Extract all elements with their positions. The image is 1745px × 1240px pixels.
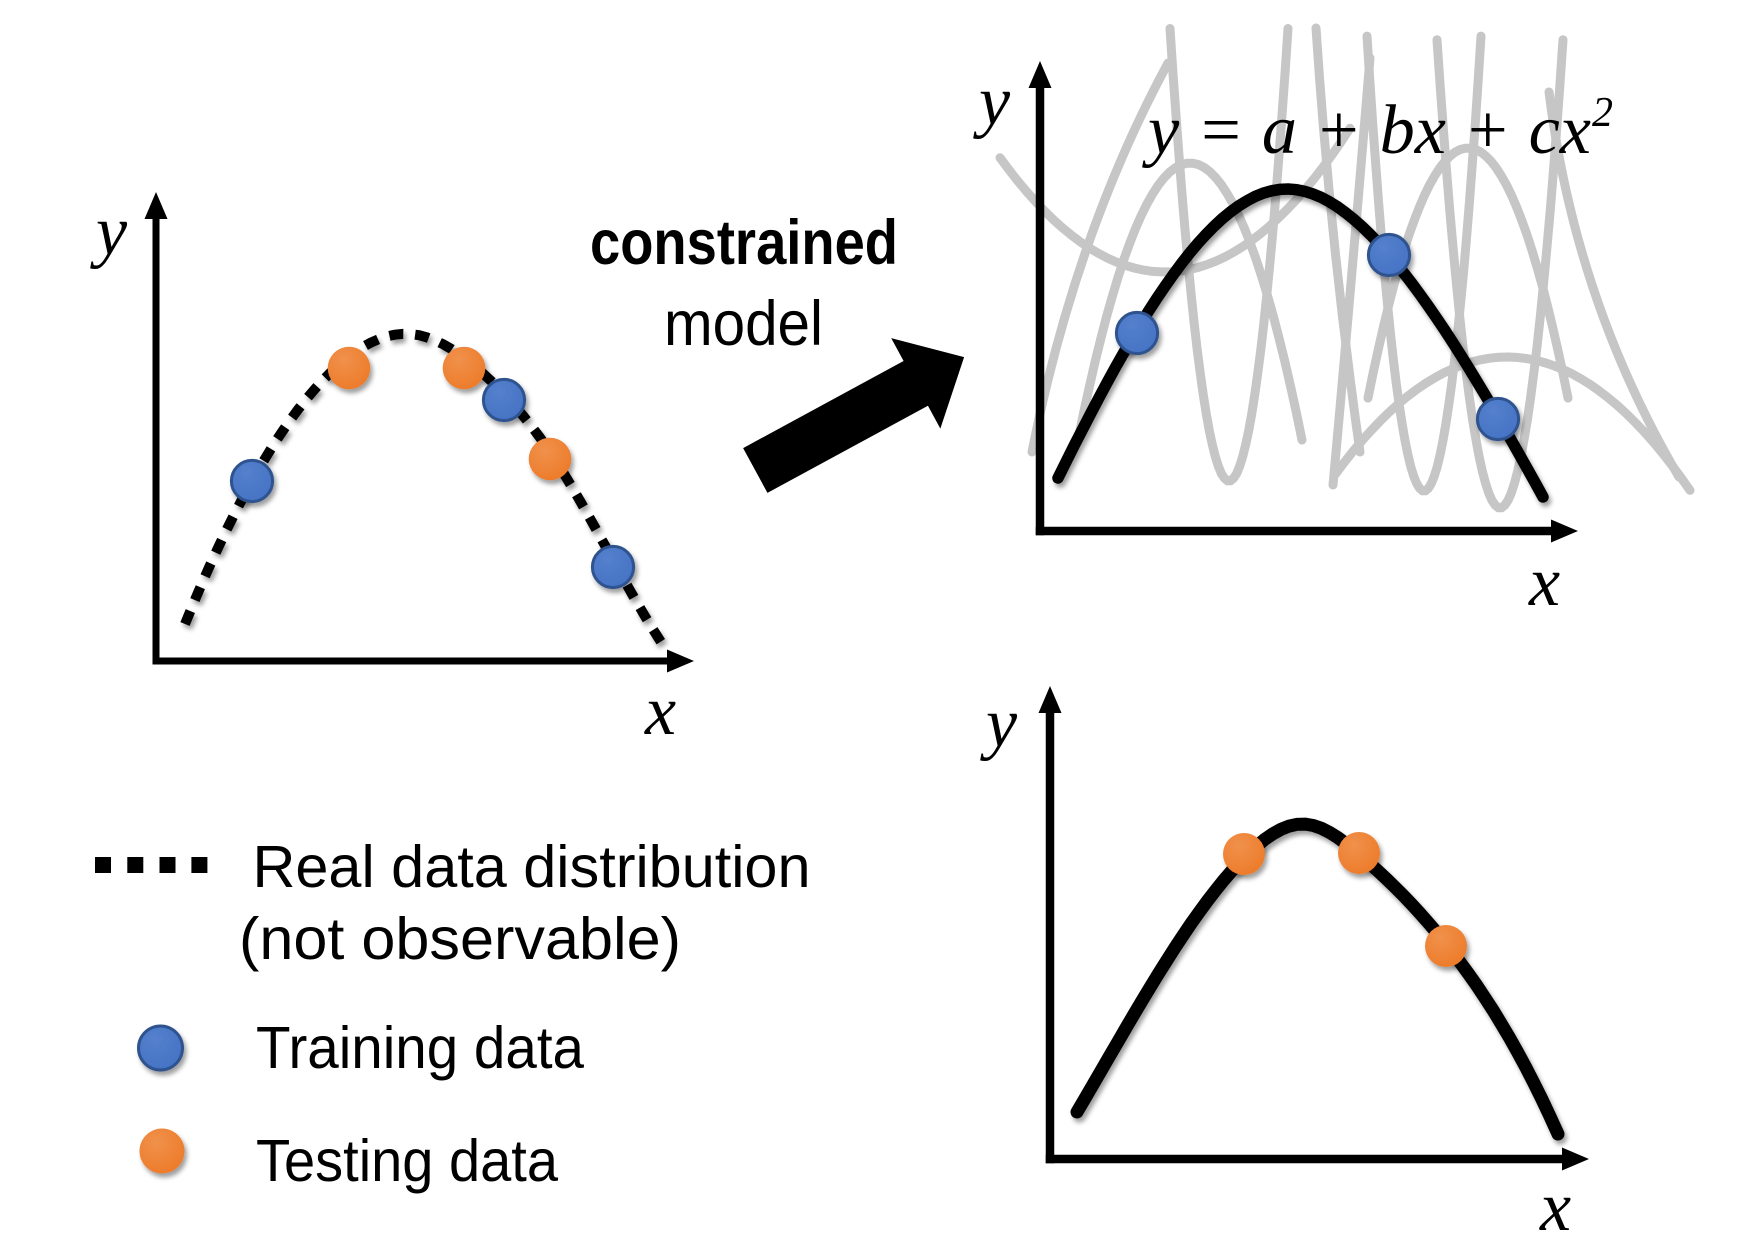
svg-text:(not observable): (not observable)	[239, 906, 681, 972]
svg-text:x: x	[1539, 1169, 1571, 1240]
svg-text:x: x	[1528, 544, 1560, 621]
svg-text:y = a + bx + cx: y = a + bx + cx	[1142, 92, 1591, 169]
svg-text:y: y	[90, 193, 128, 270]
svg-text:Real data distribution: Real data distribution	[253, 834, 811, 900]
svg-text:y: y	[973, 63, 1011, 140]
svg-text:model: model	[664, 289, 823, 359]
svg-text:x: x	[644, 673, 676, 750]
svg-text:constrained: constrained	[590, 208, 898, 278]
svg-text:Training data: Training data	[256, 1015, 584, 1081]
svg-text:2: 2	[1592, 90, 1613, 136]
svg-text:Testing data: Testing data	[256, 1128, 558, 1194]
svg-text:y: y	[980, 685, 1018, 762]
